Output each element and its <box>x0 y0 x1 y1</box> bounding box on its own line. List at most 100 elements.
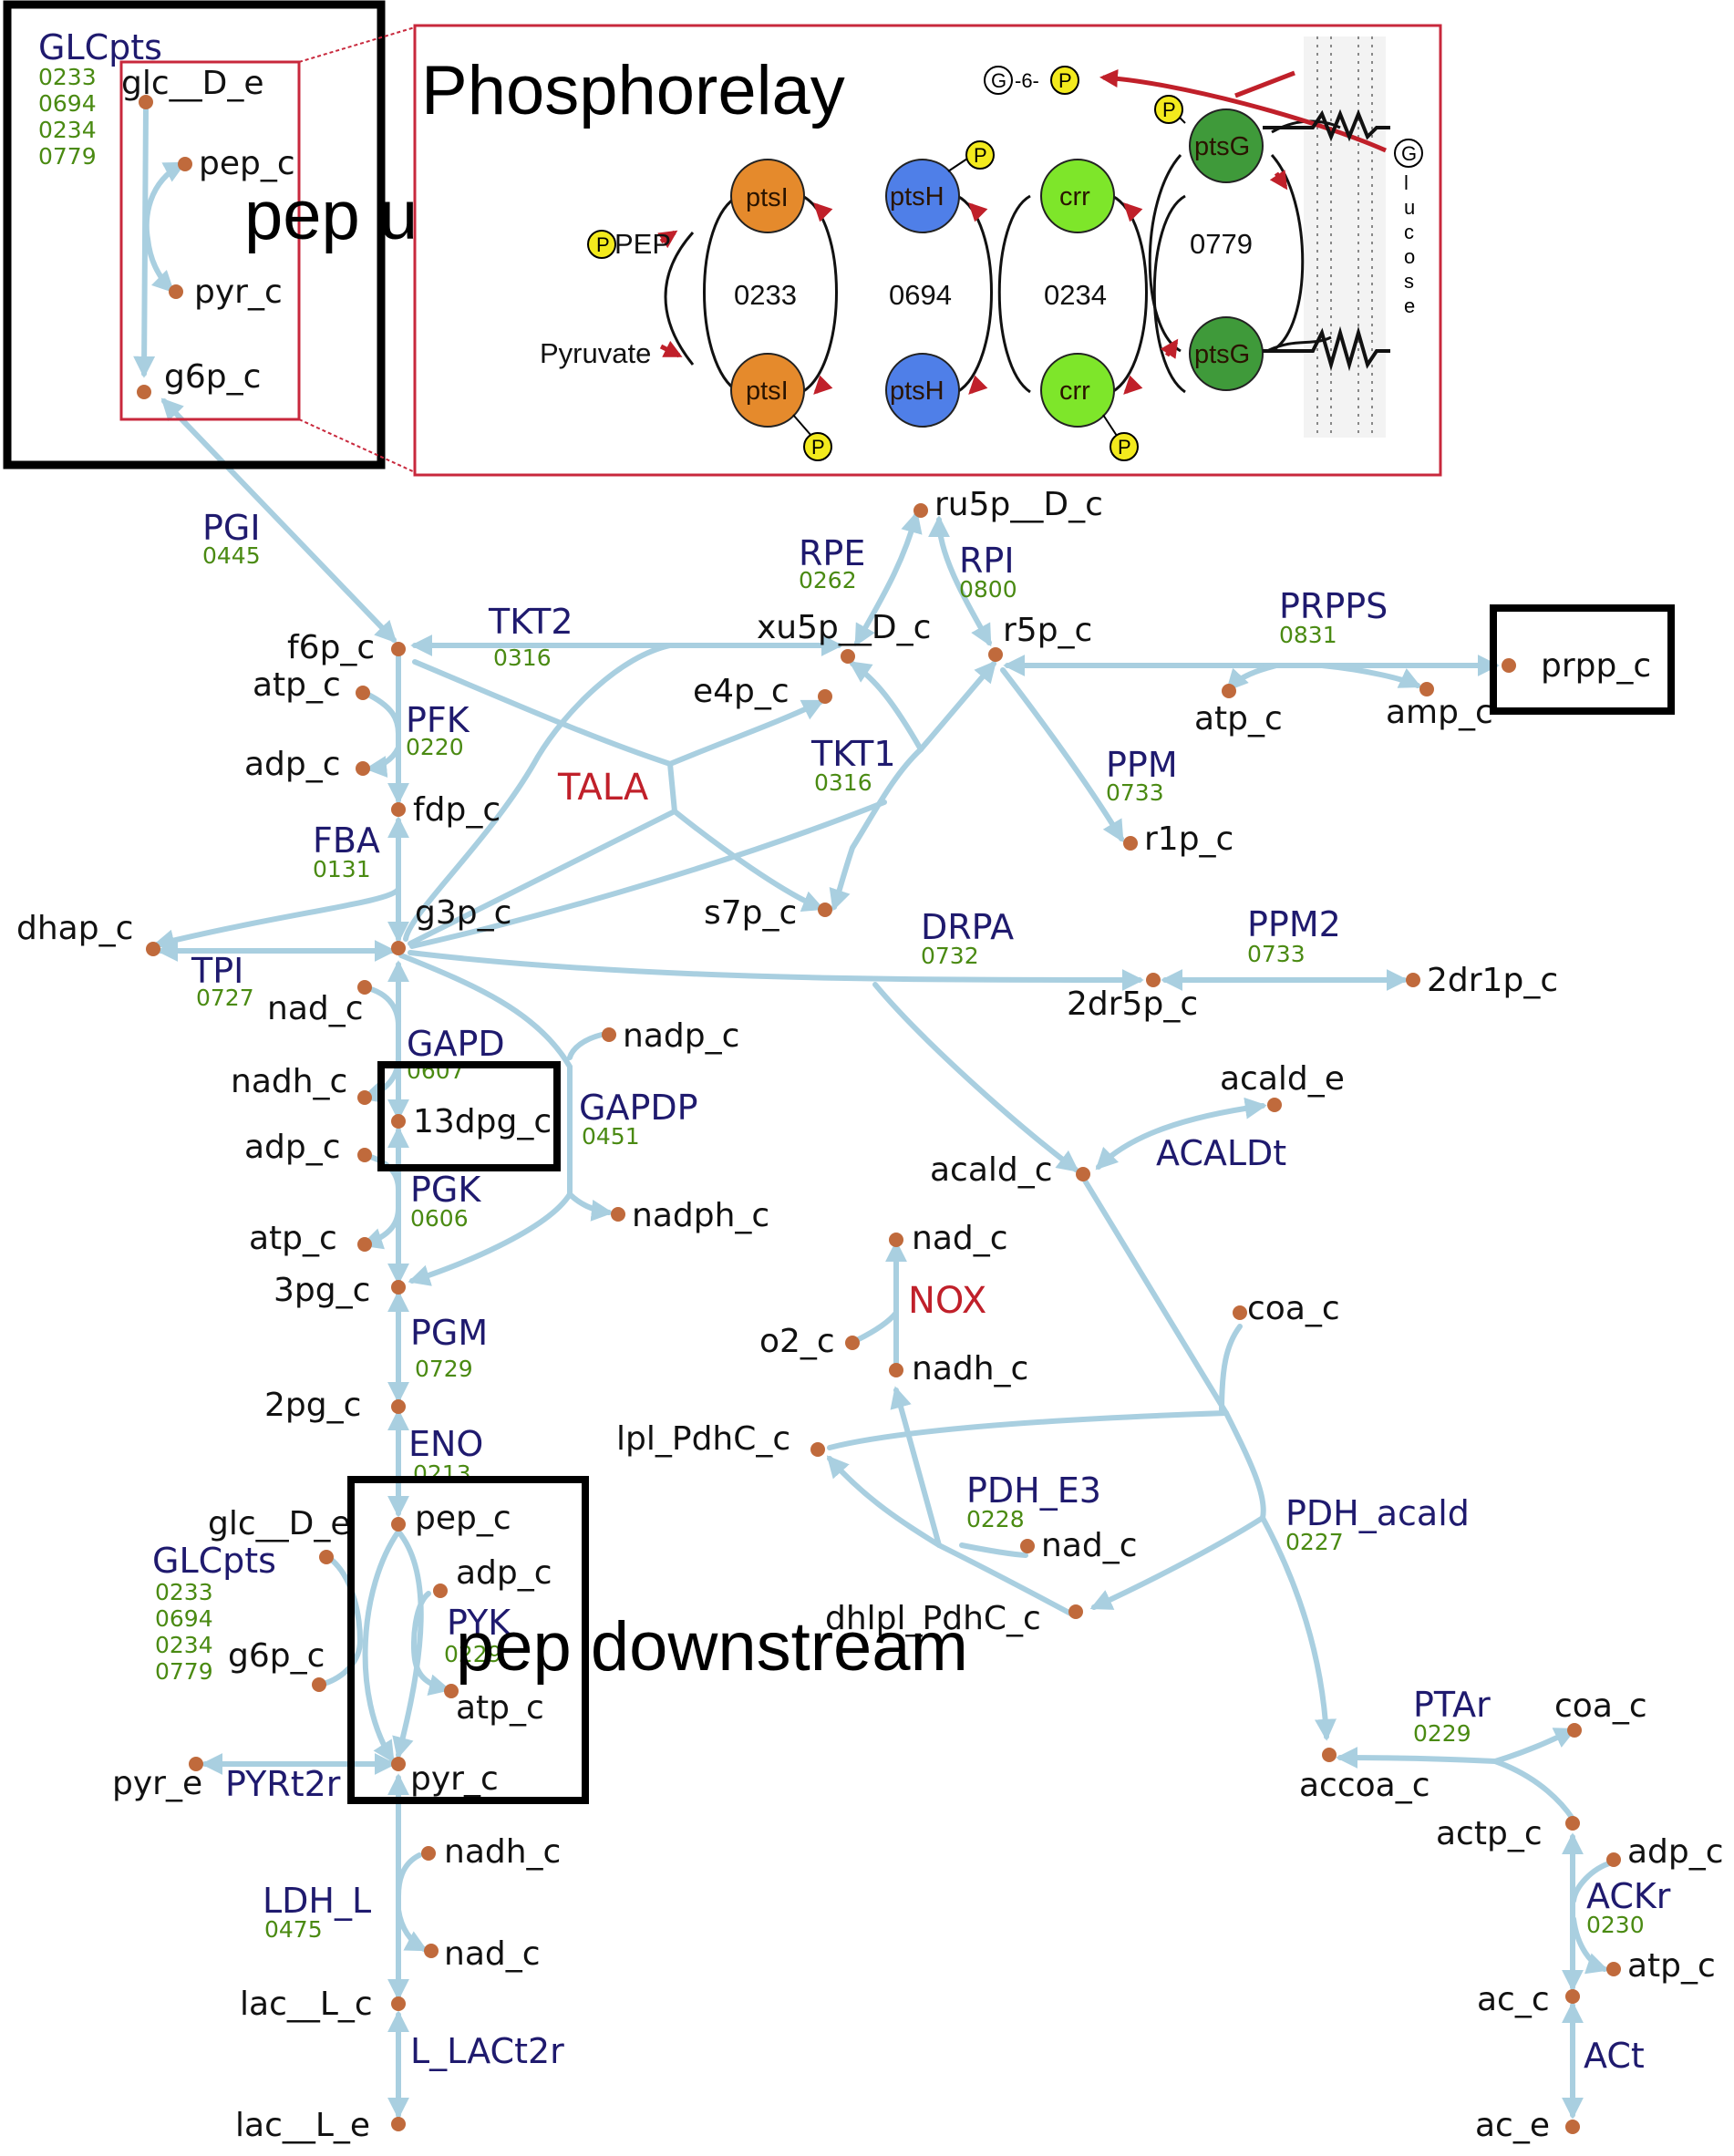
rxn-pyrt2r: PYRt2r <box>225 1764 341 1804</box>
rxn-tpi: TPI <box>191 951 243 991</box>
crr-top-label: crr <box>1059 182 1090 211</box>
pep-p-letter: P <box>596 233 610 256</box>
gene-gapdp: 0451 <box>582 1123 640 1150</box>
ptsi-p-letter: P <box>811 436 825 459</box>
gene-tpi: 0727 <box>196 985 254 1011</box>
rxn-eno: ENO <box>408 1424 483 1464</box>
ptsi-bottom-icon <box>730 353 805 428</box>
gene-pdh-e3: 0228 <box>966 1506 1025 1532</box>
met-adp-c-pgk: adp_c <box>244 1129 341 1166</box>
rxn-drpa: DRPA <box>921 907 1014 947</box>
rxn-ldh-l: LDH_L <box>263 1881 371 1921</box>
g6p-icon: G -6- P <box>984 66 1079 95</box>
met-actp-c: actp_c <box>1436 1815 1543 1852</box>
ptsi-top-icon <box>730 159 805 233</box>
met-atp-c-pgk: atp_c <box>249 1220 337 1257</box>
rxn-act: ACt <box>1584 2036 1645 2076</box>
inset-code-0694: 0694 <box>889 279 952 311</box>
gene-pgi: 0445 <box>202 542 261 569</box>
rxn-glcpts-bot: GLCpts <box>152 1541 276 1581</box>
met-13dpg-c: 13dpg_c <box>413 1103 552 1140</box>
met-acald-c: acald_c <box>930 1151 1053 1189</box>
gene-prpps: 0831 <box>1279 622 1337 648</box>
gene-glcpts-top-1: 0233 <box>38 64 97 90</box>
gene-glcpts-bot-1: 0233 <box>155 1579 213 1605</box>
met-pyr-c: pyr_c <box>410 1760 499 1798</box>
upstream-box <box>3 0 386 469</box>
met-nadh-c-gapd: nadh_c <box>231 1063 347 1100</box>
g6p-mid: -6- <box>1015 69 1039 92</box>
met-nad-c-ldh: nad_c <box>444 1935 541 1973</box>
met-accoa-c: accoa_c <box>1299 1767 1430 1804</box>
glucose-letter-l: l <box>1404 171 1409 194</box>
reaction-edges <box>133 105 1615 2120</box>
rxn-fba: FBA <box>313 820 380 861</box>
ptsi-bottom-label: ptsI <box>746 377 789 406</box>
gene-glcpts-bot-4: 0779 <box>155 1658 213 1685</box>
ptsg-top-icon <box>1189 108 1264 183</box>
pep-downstream-label: pep downstream <box>456 1608 968 1686</box>
rxn-pyk: PYK <box>447 1603 511 1643</box>
met-g3p-c: g3p_c <box>415 894 511 932</box>
highlight-boxes <box>3 0 1675 1804</box>
met-ac-c: ac_c <box>1477 1981 1550 2018</box>
met-2dr1p-c: 2dr1p_c <box>1427 962 1558 999</box>
ptsh-p-letter: P <box>974 144 987 167</box>
met-acald-e: acald_e <box>1220 1060 1345 1098</box>
rxn-rpi: RPI <box>959 541 1015 581</box>
gene-ppm: 0733 <box>1106 779 1164 806</box>
gene-pgm: 0729 <box>415 1356 473 1382</box>
ptsg-bottom-icon <box>1189 316 1264 391</box>
crr-top-icon <box>1040 159 1115 233</box>
crr-bottom-icon <box>1040 353 1115 428</box>
met-g6p-c-top: g6p_c <box>164 358 261 396</box>
gene-glcpts-top-3: 0234 <box>38 117 97 143</box>
gene-pdh-acald: 0227 <box>1285 1529 1344 1555</box>
met-ac-e: ac_e <box>1475 2107 1550 2144</box>
ptsh-bottom-icon <box>885 353 960 428</box>
met-atp-c-ack: atp_c <box>1627 1947 1716 1985</box>
ptsh-top-icon <box>885 159 960 233</box>
met-amp-c: amp_c <box>1386 694 1493 731</box>
inset-title: Phosphorelay <box>421 52 845 129</box>
met-adp-c-ack: adp_c <box>1627 1833 1724 1871</box>
met-g6p-c-bot: g6p_c <box>228 1637 325 1675</box>
ptsi-top-label: ptsI <box>746 183 789 212</box>
met-glc-d-e-bot: glc__D_e <box>208 1505 351 1542</box>
gene-glcpts-top-2: 0694 <box>38 90 97 117</box>
met-lac-l-e: lac__L_e <box>235 2107 370 2144</box>
rxn-tkt2: TKT2 <box>488 602 573 642</box>
met-ru5p-d-c: ru5p__D_c <box>934 486 1103 523</box>
met-dhlpl-pdhc-c: dhlpl_PdhC_c <box>825 1600 1041 1637</box>
crr-p-letter: P <box>1118 436 1131 459</box>
met-lpl-pdhc-c: lpl_PdhC_c <box>616 1420 790 1458</box>
met-glc-d-e-top: glc__D_e <box>121 65 264 102</box>
inset-code-0779: 0779 <box>1190 228 1253 260</box>
downstream-box <box>347 1476 589 1804</box>
met-coa-c-pta: coa_c <box>1554 1687 1647 1725</box>
met-dhap-c: dhap_c <box>16 910 133 947</box>
metabolite-labels: glc__D_e pep_c pyr_c g6p_c ru5p__D_c xu5… <box>16 65 1724 2144</box>
gene-pfk: 0220 <box>406 734 464 760</box>
met-s7p-c: s7p_c <box>704 894 797 932</box>
phosphorelay-inset: Phosphorelay <box>413 24 1442 477</box>
ptsg-top-label: ptsG <box>1194 132 1250 161</box>
gene-ackr: 0230 <box>1586 1912 1645 1938</box>
glucose-letter-c: c <box>1404 221 1414 243</box>
rxn-nox: NOX <box>908 1280 986 1322</box>
gene-pyk: 0229 <box>444 1641 502 1667</box>
rxn-gapdp: GAPDP <box>579 1088 698 1128</box>
metabolite-nodes <box>137 95 1621 2134</box>
met-r1p-c: r1p_c <box>1144 820 1233 858</box>
rxn-tkt1: TKT1 <box>810 734 896 774</box>
met-xu5p-d-c: xu5p__D_c <box>757 609 931 646</box>
met-atp-c-prpps: atp_c <box>1194 700 1283 738</box>
met-adp-c-pfk: adp_c <box>244 746 341 783</box>
gene-tkt1: 0316 <box>814 769 872 796</box>
met-pyr-c-top: pyr_c <box>194 273 283 311</box>
ptsg-bottom-label: ptsG <box>1194 340 1250 369</box>
rxn-pdh-acald: PDH_acald <box>1285 1493 1470 1533</box>
met-r5p-c: r5p_c <box>1003 612 1092 649</box>
